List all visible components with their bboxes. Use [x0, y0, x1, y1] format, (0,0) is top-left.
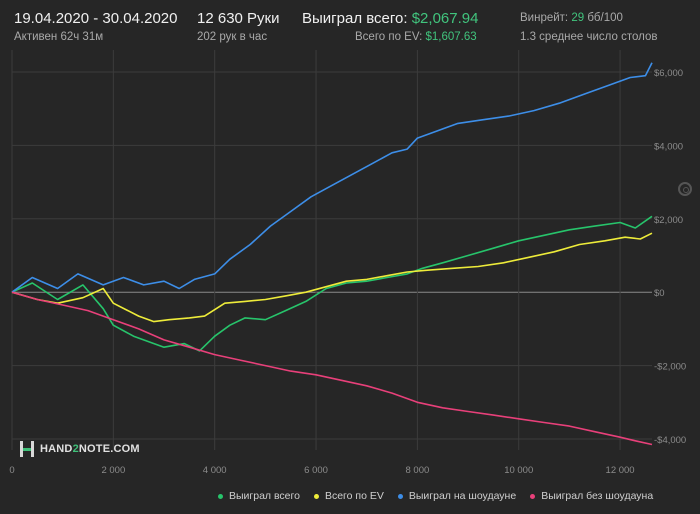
y-tick-label: -$2,000 — [654, 362, 686, 373]
series-line — [11, 232, 653, 323]
won-total-value: $2,067.94 — [411, 10, 479, 27]
logo-text-hand: HAND — [40, 443, 73, 455]
x-tick-label: 10 000 — [504, 465, 533, 476]
x-tick-label: 0 — [9, 465, 14, 476]
ev-total-label: Всего по EV: — [355, 31, 423, 43]
hands-count: 12 630 Руки — [197, 10, 280, 27]
y-tick-label: $4,000 — [654, 141, 683, 152]
x-tick-label: 4 000 — [203, 465, 227, 476]
logo-text-note: NOTE.COM — [78, 443, 140, 455]
legend-label: Выиграл без шоудауна — [541, 490, 654, 502]
legend-label: Выиграл на шоудауне — [408, 490, 517, 502]
legend-label: Выиграл всего — [229, 490, 300, 502]
legend-label: Всего по EV — [324, 490, 384, 502]
x-tick-label: 6 000 — [304, 465, 328, 476]
avg-tables: 1.3 среднее число столов — [520, 31, 658, 43]
y-tick-label: $6,000 — [654, 68, 683, 79]
legend-marker — [218, 493, 223, 499]
active-time: Активен 62ч 31м — [14, 31, 104, 43]
date-range: 19.04.2020 - 30.04.2020 — [14, 10, 178, 27]
hand2note-logo: HAND2NOTE.COM — [20, 441, 140, 457]
ev-total: Всего по EV: $1,607.63 — [355, 31, 477, 43]
ev-total-value: $1,607.63 — [425, 31, 477, 43]
legend-item[interactable]: Всего по EV — [313, 490, 384, 502]
legend: Выиграл всего Всего по EV Выиграл на шоуда… — [218, 490, 653, 502]
legend-item[interactable]: Выиграл без шоудауна — [530, 490, 653, 502]
series-line — [11, 215, 653, 352]
series-line — [11, 291, 653, 446]
y-tick-label: $0 — [654, 288, 665, 299]
logo-text-2: 2 — [72, 443, 79, 455]
gear-icon[interactable] — [678, 182, 692, 196]
legend-marker — [313, 493, 319, 499]
y-tick-label: -$4,000 — [654, 435, 686, 446]
x-tick-label: 12 000 — [606, 465, 635, 476]
y-tick-label: $2,000 — [654, 215, 683, 226]
legend-item[interactable]: Выиграл на шоудауне — [397, 490, 517, 502]
won-total-label: Выиграл всего: — [302, 10, 408, 27]
winrate-value: 29 — [571, 12, 585, 24]
hands-per-hour: 202 рук в час — [197, 31, 268, 43]
x-tick-label: 2 000 — [101, 465, 125, 476]
won-total: Выиграл всего: $2,067.94 — [302, 10, 478, 27]
legend-item[interactable]: Выиграл всего — [218, 490, 300, 502]
winrate-unit: бб/100 — [587, 12, 623, 24]
winrate: Винрейт: 29 бб/100 — [520, 12, 623, 24]
legend-marker — [530, 493, 536, 499]
x-tick-label: 8 000 — [405, 465, 429, 476]
logo-icon — [20, 441, 34, 457]
series-line — [11, 62, 653, 293]
legend-marker — [397, 493, 403, 499]
winrate-label: Винрейт: — [520, 12, 569, 24]
